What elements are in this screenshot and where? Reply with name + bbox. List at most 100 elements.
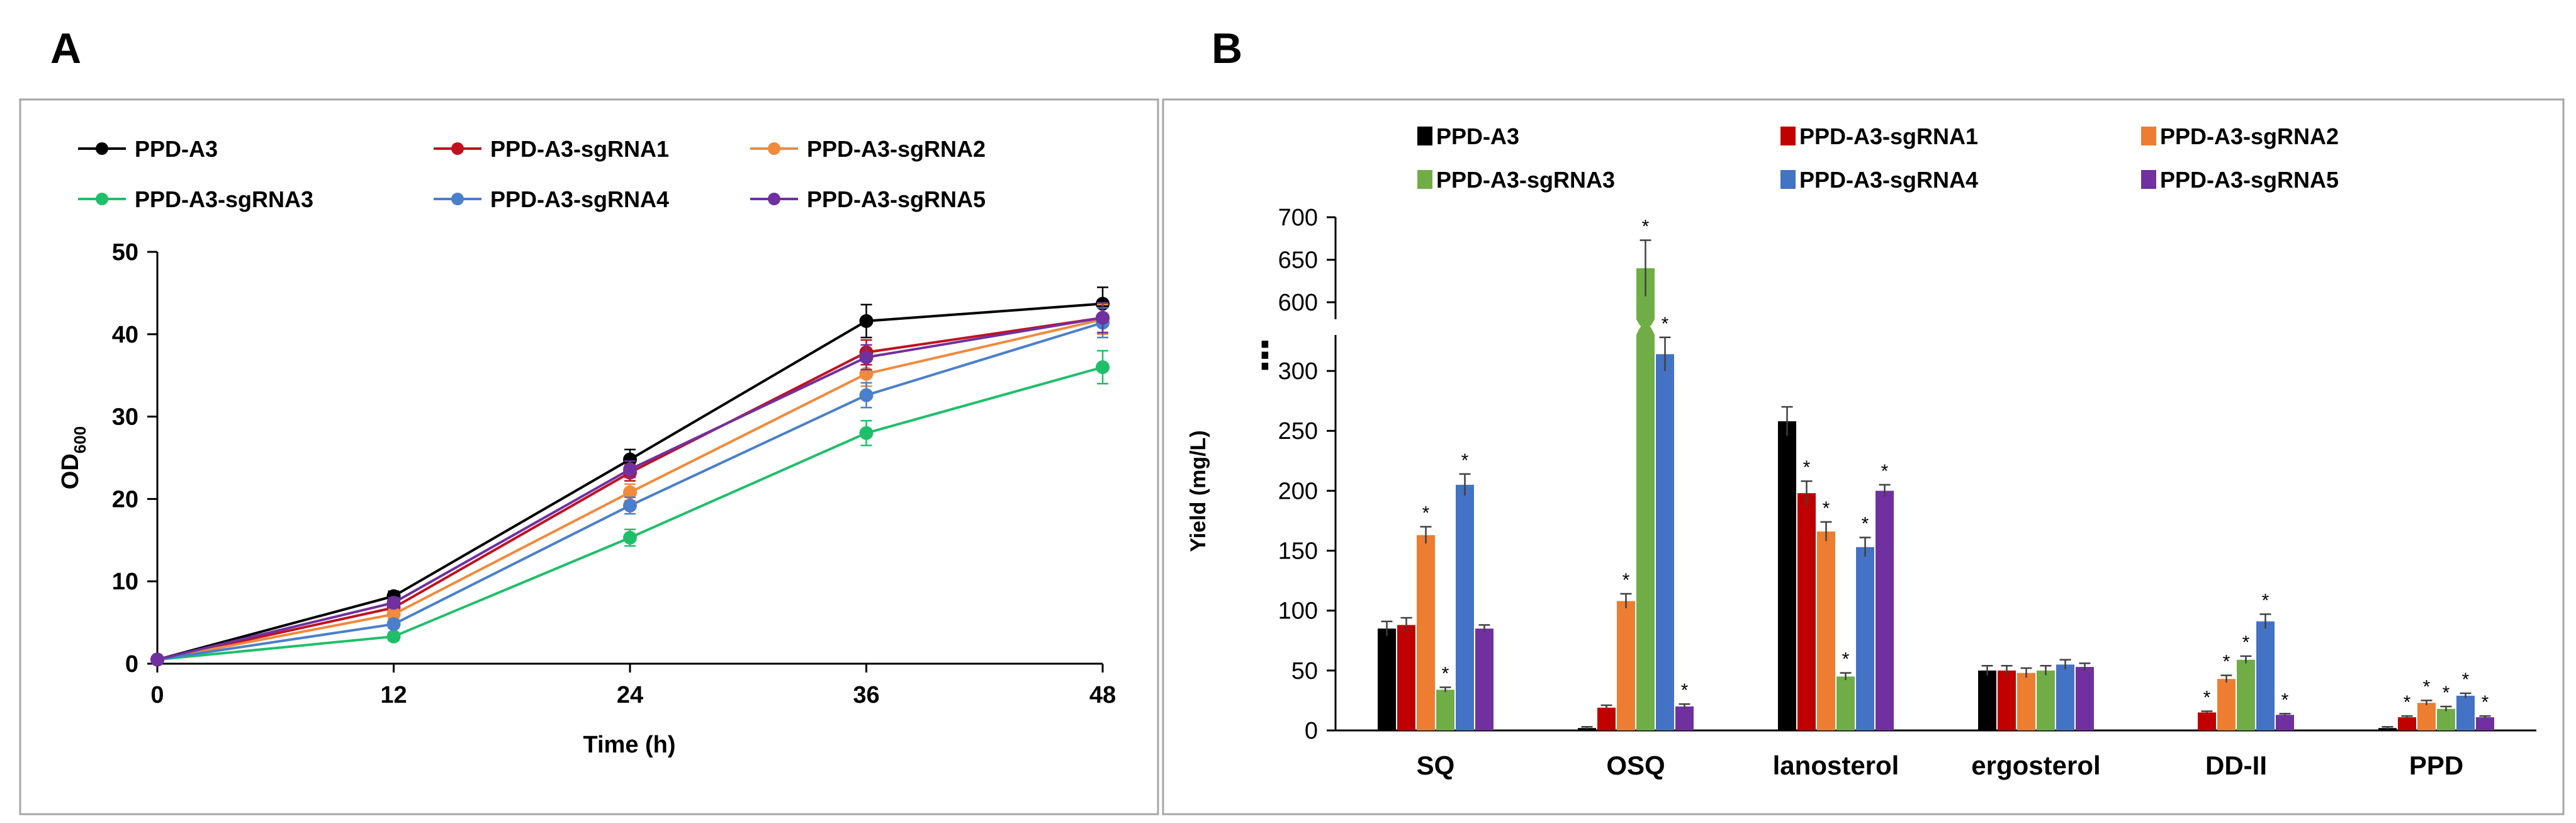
panel-b-legend: PPD-A3 PPD-A3-sgRNA1 PPD-A3-sgRNA2 PPD-A3-s… [1417, 123, 2339, 193]
panel-b-bar [1617, 601, 1635, 730]
panel-a-legend-label: PPD-A3-sgRNA5 [807, 186, 986, 212]
panel-b-significance-star: * [2404, 692, 2411, 713]
panel-b-y-tick-label: 650 [1278, 247, 1318, 274]
panel-b-bar [2456, 695, 2475, 730]
panel-b-bar [2198, 712, 2216, 730]
panel-a-y-axis-label-text: OD600 [57, 426, 89, 489]
panel-b-significance-star: * [1642, 216, 1650, 237]
panel-b-legend-label: PPD-A3-sgRNA3 [1436, 167, 1615, 193]
panel-a-data-point [623, 462, 637, 477]
panel-b-significance-star: * [1803, 457, 1811, 478]
panel-b-significance-star: * [2262, 590, 2269, 611]
panel-a-y-tick-label: 10 [112, 569, 138, 595]
panel-b-bar [1856, 547, 1874, 730]
panel-b-y-tick-label: 50 [1291, 658, 1318, 684]
panel-a-data-point [386, 617, 401, 632]
panel-b-category-label: OSQ [1606, 751, 1665, 780]
panel-b-significance-star: * [1881, 461, 1889, 482]
panel-b-bar [2476, 717, 2494, 730]
panel-a-legend-label: PPD-A3-sgRNA2 [807, 136, 986, 162]
panel-b-legend-label: PPD-A3-sgRNA2 [2160, 123, 2339, 149]
panel-a-x-tick-label: 0 [150, 682, 164, 708]
panel-a-data-point [1096, 360, 1110, 375]
panel-b-legend-label: PPD-A3 [1436, 123, 1519, 149]
panel-b-significance-star: * [2462, 669, 2470, 690]
panel-a-legend-swatch-marker [96, 142, 108, 155]
panel-a-legend: PPD-A3 PPD-A3-sgRNA1 PPD-A3-sgRNA2 PPD-A3-s… [78, 136, 986, 212]
panel-b-significance-star: * [1862, 514, 1869, 535]
panel-a-legend-swatch-marker [768, 142, 780, 155]
panel-b-category-label: DD-II [2205, 751, 2267, 780]
panel-b-bar [1817, 531, 1835, 730]
panel-b-bar [1836, 676, 1855, 730]
panel-label-a: A [50, 25, 81, 72]
panel-b-bar [1636, 335, 1655, 730]
panel-a-legend-label: PPD-A3-sgRNA1 [490, 136, 669, 162]
panel-b-bar [1675, 706, 1694, 730]
panel-b-bar [2437, 708, 2455, 730]
panel-b-x-ticks: SQ OSQ lanosterol ergosterol DD-II PPD [1417, 751, 2464, 780]
panel-b-bar [2256, 621, 2275, 730]
panel-b-bar [2056, 664, 2074, 730]
panel-b-bar [1597, 707, 1616, 730]
panel-b-bar-break-tail [1636, 319, 1655, 329]
panel-a-x-ticks: 0 12 24 36 48 [150, 664, 1116, 708]
panel-b-significance-star: * [1823, 498, 1830, 519]
panel-a-legend-swatch-marker [451, 142, 464, 155]
panel-b-axis-break-mark: ⋮ [1246, 334, 1284, 377]
panel-b-category-label: lanosterol [1773, 751, 1899, 780]
panel-b-significance-star: * [2482, 692, 2489, 713]
panel-a-data-point [386, 629, 401, 644]
panel-b-series-1 [1378, 406, 2397, 730]
panel-a-y-tick-label: 20 [112, 486, 138, 513]
panel-b-significance-star: * [1461, 450, 1469, 471]
panel-a-series-6 [150, 302, 1110, 667]
panel-b-significance-star: * [2443, 683, 2450, 703]
panel-b-significance-star: * [1422, 502, 1430, 523]
panel-a-y-tick-label: 0 [125, 651, 138, 678]
panel-a-y-tick-label: 40 [112, 322, 138, 348]
panel-b-bars: * * * * * * * * * * * * * * * * * * * * * * [1378, 216, 2494, 730]
panel-b-y-tick-label: 700 [1278, 205, 1318, 231]
panel-a-y-tick-label: 50 [112, 239, 138, 266]
panel-b-bar [1998, 670, 2016, 730]
panel-a-x-axis-label: Time (h) [583, 732, 675, 758]
panel-b-y-tick-label: 300 [1278, 358, 1318, 385]
panel-b-bar-chart: PPD-A3 PPD-A3-sgRNA1 PPD-A3-sgRNA2 PPD-A3-s… [1186, 123, 2536, 780]
panel-b-legend-swatch [1780, 127, 1796, 145]
panel-b-significance-star: * [2223, 651, 2230, 672]
panel-b-bar [1417, 535, 1435, 730]
panel-b-significance-star: * [2242, 632, 2250, 653]
panel-a-data-point [623, 498, 637, 513]
panel-b-legend-swatch [2141, 170, 2156, 189]
panel-b-significance-star: * [2203, 688, 2211, 708]
panel-b-series-6: * * * * [1475, 461, 2494, 730]
panel-b-bar [1656, 354, 1674, 730]
panel-a-legend-swatch-marker [768, 193, 780, 205]
panel-a-x-tick-label: 24 [617, 682, 643, 708]
panel-a-legend-label: PPD-A3-sgRNA4 [490, 186, 669, 212]
panel-a-y-axis-label-main: OD [57, 453, 84, 489]
panel-b-bar [1797, 493, 1816, 730]
panel-b-bar [2017, 673, 2035, 730]
panel-a-data-point [150, 652, 164, 667]
panel-b-legend-label: PPD-A3-sgRNA4 [1799, 167, 1978, 193]
panel-b-series-2: * * * [1397, 457, 2416, 730]
panel-a-x-tick-label: 12 [380, 682, 407, 708]
panel-a-legend-label: PPD-A3-sgRNA3 [135, 186, 313, 212]
panel-a-x-tick-label: 36 [853, 682, 879, 708]
panel-b-significance-star: * [2423, 676, 2431, 697]
panel-b-bar [2417, 703, 2436, 730]
panel-b-series-5: * * * * * [1456, 314, 2475, 730]
panel-b-bar-break-cap [1636, 324, 1655, 335]
panel-b-bar [1378, 628, 1396, 730]
panel-a-y-ticks: 0 10 20 30 40 50 [112, 239, 157, 678]
panel-b-legend-swatch [1417, 170, 1432, 189]
panel-b-bar [2217, 679, 2236, 730]
panel-b-legend-swatch [2141, 127, 2156, 145]
panel-b-bar [2276, 715, 2294, 730]
panel-b-y-axis-label: Yield (mg/L) [1186, 430, 1210, 552]
panel-b-bar [2237, 659, 2255, 730]
panel-b-bar [2398, 717, 2416, 730]
